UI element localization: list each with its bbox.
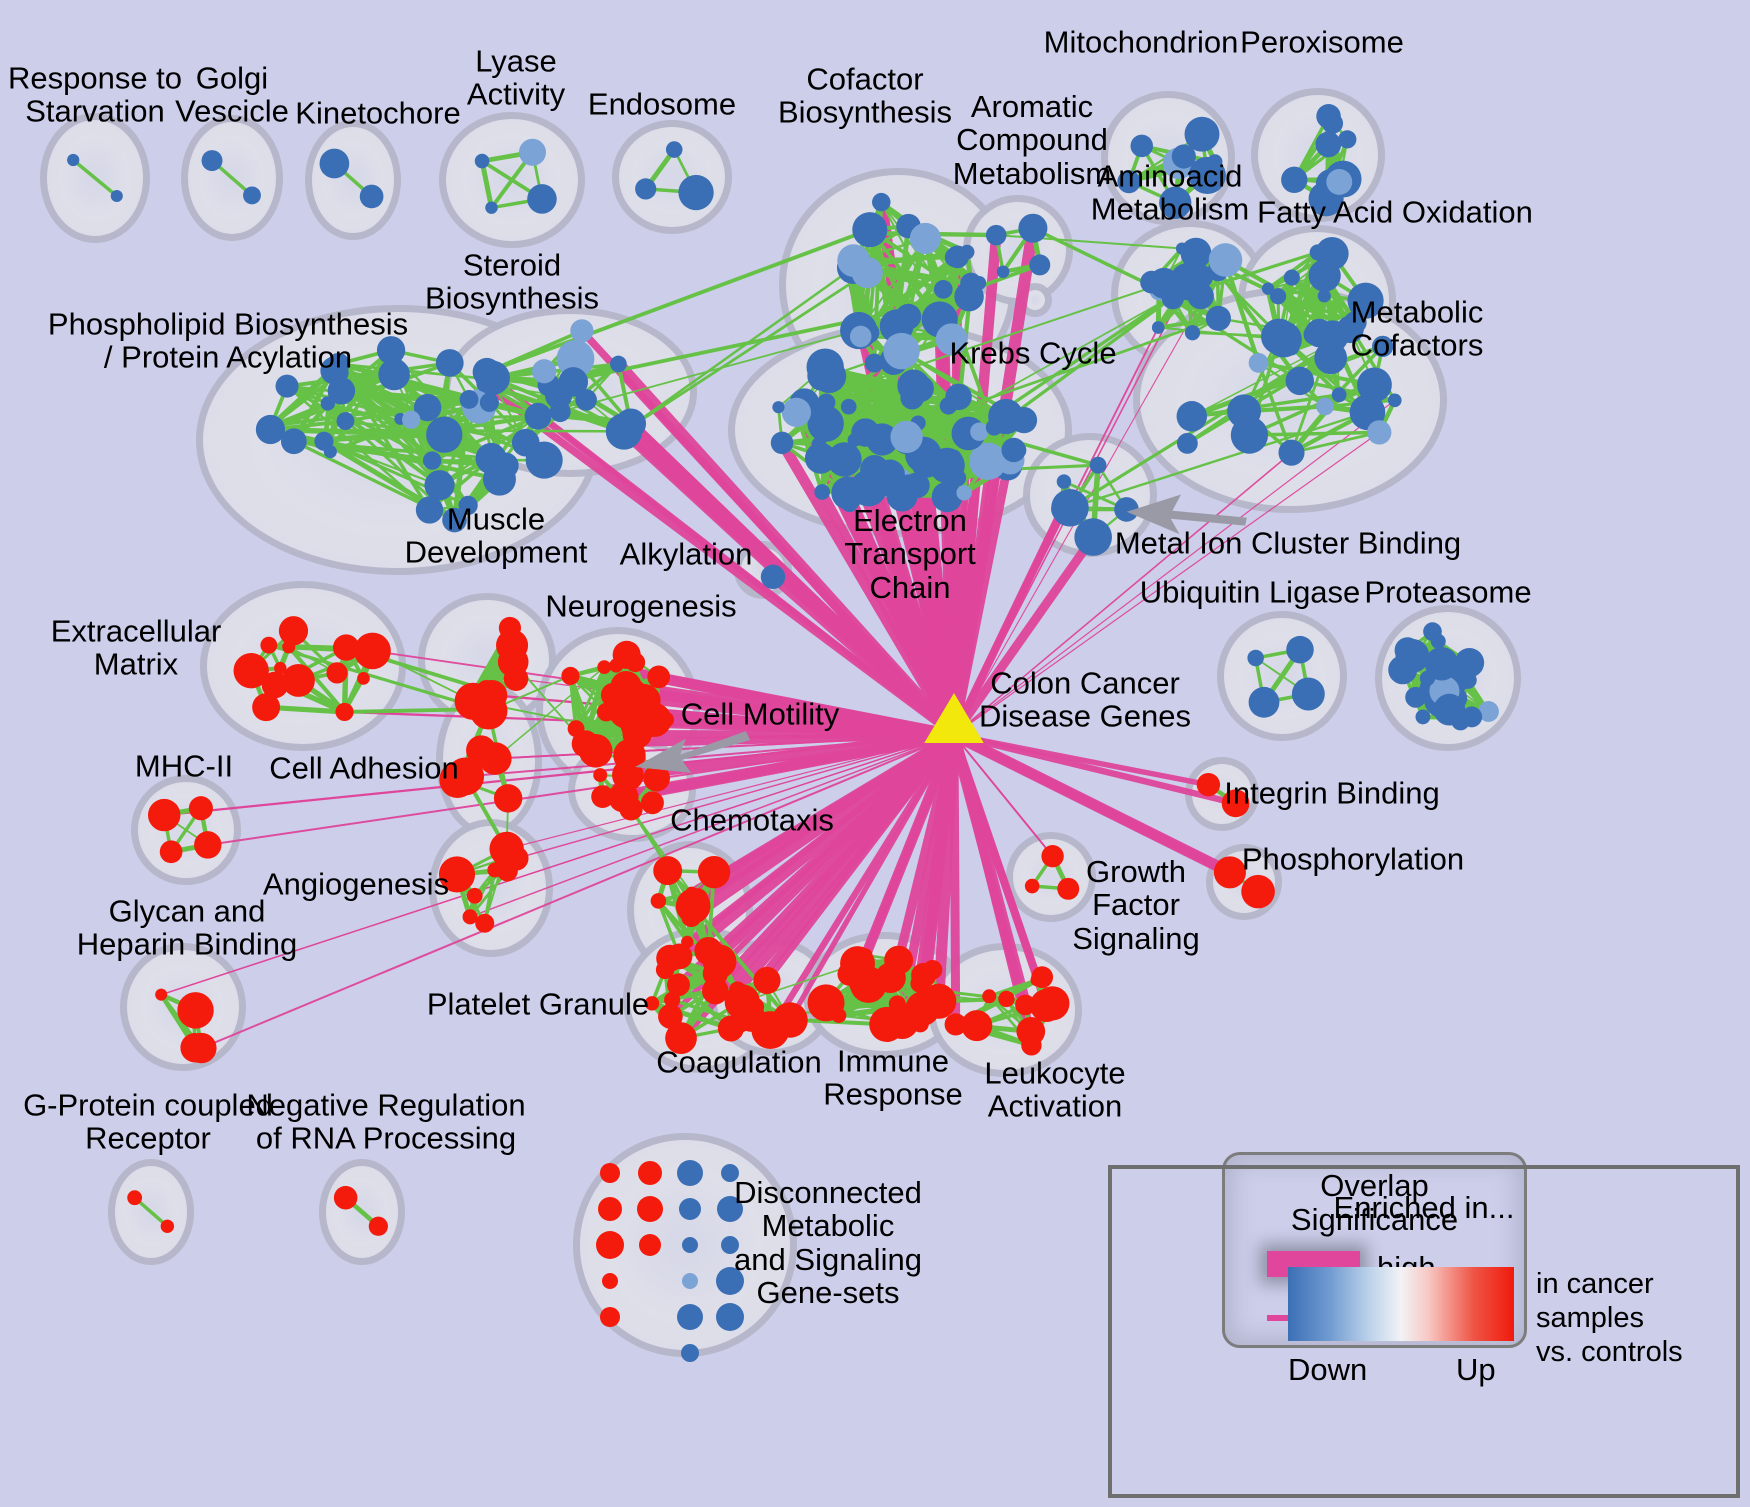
legend-enriched-in: Enriched in... Down Up in cancer samples v… — [1108, 1165, 1740, 1498]
legend-down-label: Down — [1288, 1352, 1368, 1387]
legend-enriched-title: Enriched in... — [1333, 1190, 1515, 1225]
annotation-arrows — [635, 494, 1247, 773]
gene-set-nodes — [67, 104, 1499, 1362]
legend-enriched-side-text: in cancer samples vs. controls — [1536, 1268, 1683, 1369]
legend-up-label: Up — [1456, 1352, 1496, 1387]
legend-overlap-title: Overlap Significance — [1290, 1168, 1459, 1238]
hub-node[interactable] — [924, 693, 984, 743]
enrichment-color-gradient — [1288, 1267, 1514, 1341]
